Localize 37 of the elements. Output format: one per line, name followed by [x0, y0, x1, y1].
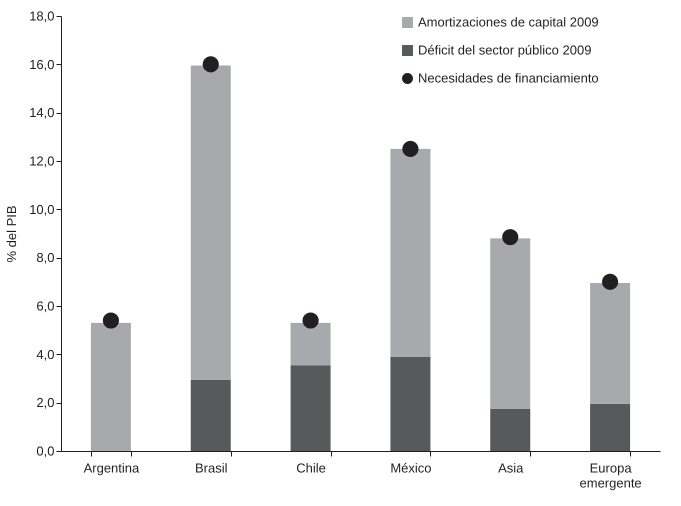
y-axis-title: % del PIB [4, 205, 20, 263]
bar [190, 380, 231, 451]
x-tick-label: Europa emergente [580, 460, 642, 490]
y-tick-label: 16,0 [29, 56, 54, 72]
y-tick-label: 4,0 [36, 346, 54, 362]
point [302, 312, 319, 329]
x-tick-label: Brasil [194, 460, 228, 476]
legend-label: Déficit del sector público 2009 [418, 42, 592, 58]
point [202, 56, 219, 72]
y-tick-label: 0,0 [36, 444, 54, 458]
point [602, 274, 618, 290]
legend-label: Amortizaciones de capital 2009 [418, 14, 599, 30]
bar [90, 322, 131, 451]
y-tick-label: 18,0 [29, 8, 54, 24]
bar [290, 365, 331, 451]
y-tick-label: 2,0 [36, 395, 54, 410]
x-tick-label: Argentina [84, 460, 140, 476]
y-tick-label: 10,0 [29, 202, 54, 217]
point [502, 229, 518, 246]
bar [490, 238, 530, 409]
y-tick-label: 14,0 [29, 105, 54, 120]
x-tick-label: Chile [296, 460, 326, 476]
bar [590, 404, 630, 451]
bar [390, 356, 430, 451]
bar [190, 66, 231, 380]
bar [390, 148, 430, 357]
point [402, 140, 418, 157]
bar [490, 408, 530, 451]
y-tick-label: 12,0 [29, 154, 54, 168]
bar [290, 322, 331, 366]
x-tick-label: México [390, 460, 432, 476]
bar [590, 283, 630, 404]
y-tick-label: 8,0 [36, 250, 54, 266]
point [102, 312, 119, 329]
x-tick-label: Asia [498, 460, 524, 476]
legend-label: Necesidades de financiamiento [418, 70, 599, 86]
y-tick-label: 6,0 [36, 298, 54, 314]
